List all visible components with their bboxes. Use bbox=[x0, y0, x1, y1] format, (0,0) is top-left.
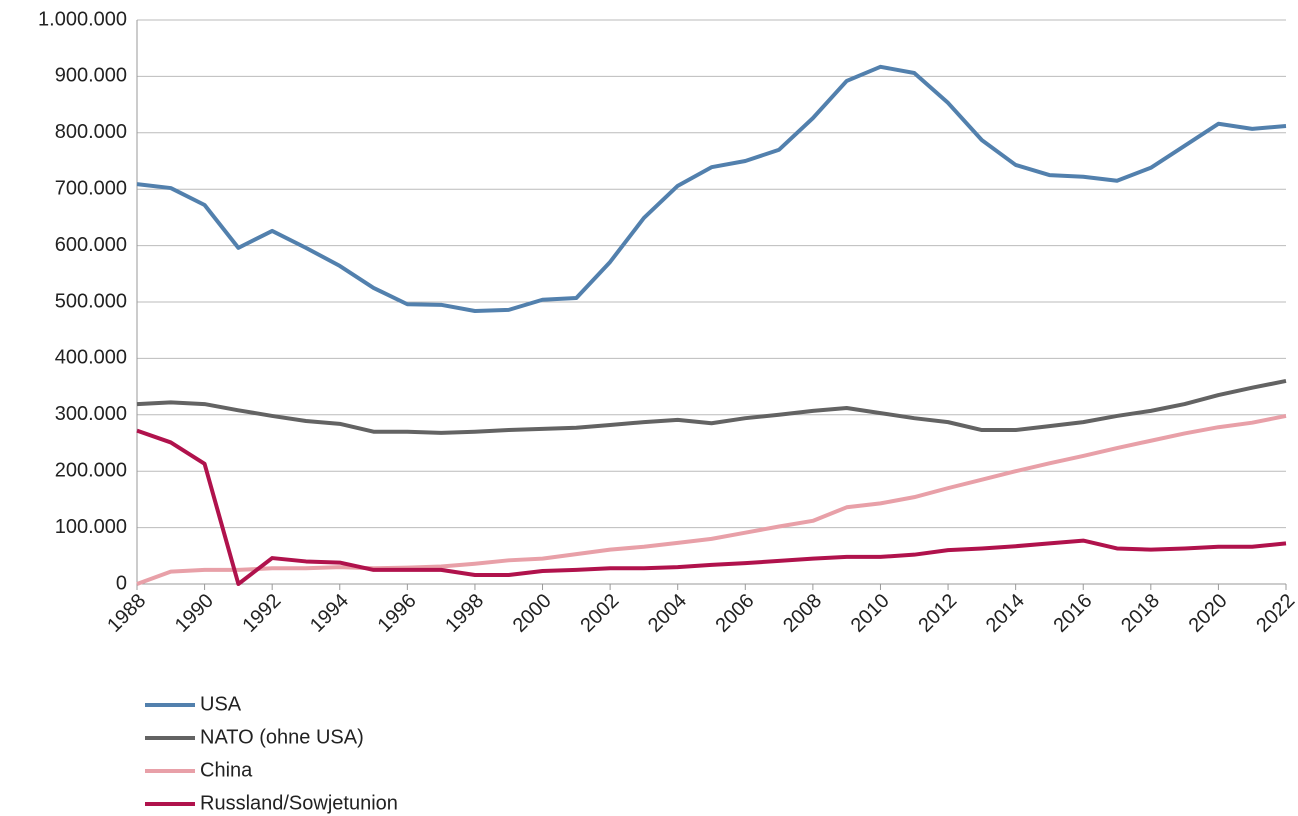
x-tick-label: 2002 bbox=[576, 590, 623, 637]
legend-label: Russland/Sowjetunion bbox=[200, 792, 398, 814]
legend-label: China bbox=[200, 759, 253, 781]
legend-label: USA bbox=[200, 693, 242, 715]
x-tick-label: 1988 bbox=[103, 590, 150, 637]
x-tick-label: 2010 bbox=[847, 590, 894, 637]
y-tick-label: 200.000 bbox=[55, 459, 127, 481]
series-line bbox=[136, 378, 1287, 435]
x-tick-label: 2022 bbox=[1252, 590, 1298, 637]
x-tick-label: 1996 bbox=[374, 590, 421, 637]
y-tick-label: 1.000.000 bbox=[38, 8, 127, 30]
y-tick-label: 700.000 bbox=[55, 177, 127, 199]
y-tick-label: 400.000 bbox=[55, 347, 127, 369]
x-tick-label: 1992 bbox=[238, 590, 285, 637]
x-tick-label: 2012 bbox=[914, 590, 961, 637]
x-tick-label: 2016 bbox=[1049, 590, 1096, 637]
x-tick-label: 2014 bbox=[982, 590, 1029, 637]
y-tick-label: 800.000 bbox=[55, 121, 127, 143]
x-tick-label: 2000 bbox=[509, 590, 556, 637]
y-tick-label: 500.000 bbox=[55, 290, 127, 312]
series-line bbox=[136, 428, 1287, 586]
y-tick-label: 900.000 bbox=[55, 65, 127, 87]
y-tick-label: 600.000 bbox=[55, 234, 127, 256]
x-tick-label: 2020 bbox=[1185, 590, 1232, 637]
x-tick-label: 1994 bbox=[306, 590, 353, 637]
series-line bbox=[136, 64, 1287, 314]
series-line bbox=[136, 413, 1287, 586]
y-tick-label: 100.000 bbox=[55, 516, 127, 538]
x-tick-label: 1998 bbox=[441, 590, 488, 637]
legend-label: NATO (ohne USA) bbox=[200, 726, 364, 748]
x-tick-label: 2006 bbox=[712, 590, 759, 637]
x-tick-label: 1990 bbox=[171, 590, 218, 637]
x-tick-label: 2018 bbox=[1117, 590, 1164, 637]
x-tick-label: 2004 bbox=[644, 590, 691, 637]
x-tick-label: 2008 bbox=[779, 590, 826, 637]
y-tick-label: 300.000 bbox=[55, 403, 127, 425]
y-tick-label: 0 bbox=[116, 572, 127, 594]
